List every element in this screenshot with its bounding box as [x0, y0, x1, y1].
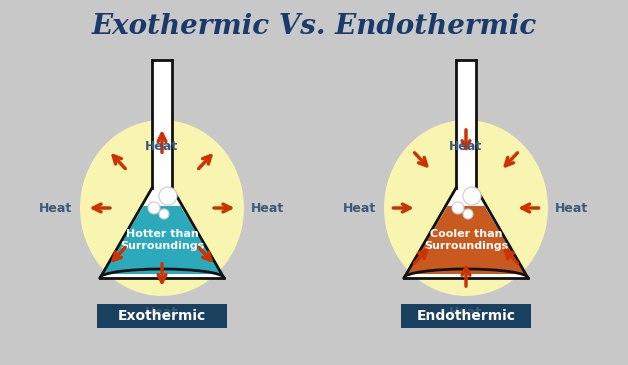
FancyArrowPatch shape	[393, 204, 410, 212]
Text: Heat: Heat	[40, 201, 73, 215]
Text: Heat: Heat	[145, 139, 178, 153]
FancyArrowPatch shape	[506, 153, 517, 166]
Text: Exothermic: Exothermic	[118, 309, 206, 323]
Text: Heat: Heat	[145, 306, 178, 319]
Polygon shape	[407, 206, 525, 274]
Circle shape	[148, 202, 160, 214]
Polygon shape	[404, 188, 528, 278]
FancyArrowPatch shape	[158, 264, 166, 282]
Circle shape	[463, 209, 473, 219]
Circle shape	[159, 187, 177, 205]
FancyArrowPatch shape	[522, 204, 539, 212]
Text: Heat: Heat	[344, 201, 377, 215]
Ellipse shape	[384, 120, 548, 296]
Polygon shape	[456, 60, 476, 188]
Polygon shape	[100, 188, 224, 278]
Text: Heat: Heat	[450, 139, 483, 153]
FancyArrowPatch shape	[414, 153, 426, 166]
FancyArrowPatch shape	[198, 247, 211, 260]
Circle shape	[452, 202, 464, 214]
FancyArrowPatch shape	[462, 268, 470, 286]
FancyBboxPatch shape	[97, 304, 227, 328]
Text: Heat: Heat	[555, 201, 588, 215]
Text: Heat: Heat	[450, 306, 483, 319]
Polygon shape	[152, 60, 172, 188]
FancyArrowPatch shape	[414, 250, 426, 263]
Circle shape	[463, 187, 481, 205]
Text: Hotter than
Surroundings: Hotter than Surroundings	[120, 229, 204, 251]
FancyArrowPatch shape	[113, 247, 126, 260]
FancyArrowPatch shape	[158, 134, 166, 153]
FancyArrowPatch shape	[113, 155, 126, 169]
Text: Endothermic: Endothermic	[416, 309, 516, 323]
Ellipse shape	[80, 120, 244, 296]
Text: Heat: Heat	[251, 201, 284, 215]
Circle shape	[159, 209, 169, 219]
FancyArrowPatch shape	[462, 130, 470, 149]
Text: Exothermic Vs. Endothermic: Exothermic Vs. Endothermic	[92, 12, 536, 39]
FancyArrowPatch shape	[214, 204, 230, 212]
Text: Cooler than
Surroundings: Cooler than Surroundings	[424, 229, 508, 251]
FancyArrowPatch shape	[198, 155, 211, 169]
FancyArrowPatch shape	[93, 204, 110, 212]
FancyBboxPatch shape	[401, 304, 531, 328]
FancyArrowPatch shape	[506, 250, 517, 263]
Polygon shape	[103, 206, 221, 274]
